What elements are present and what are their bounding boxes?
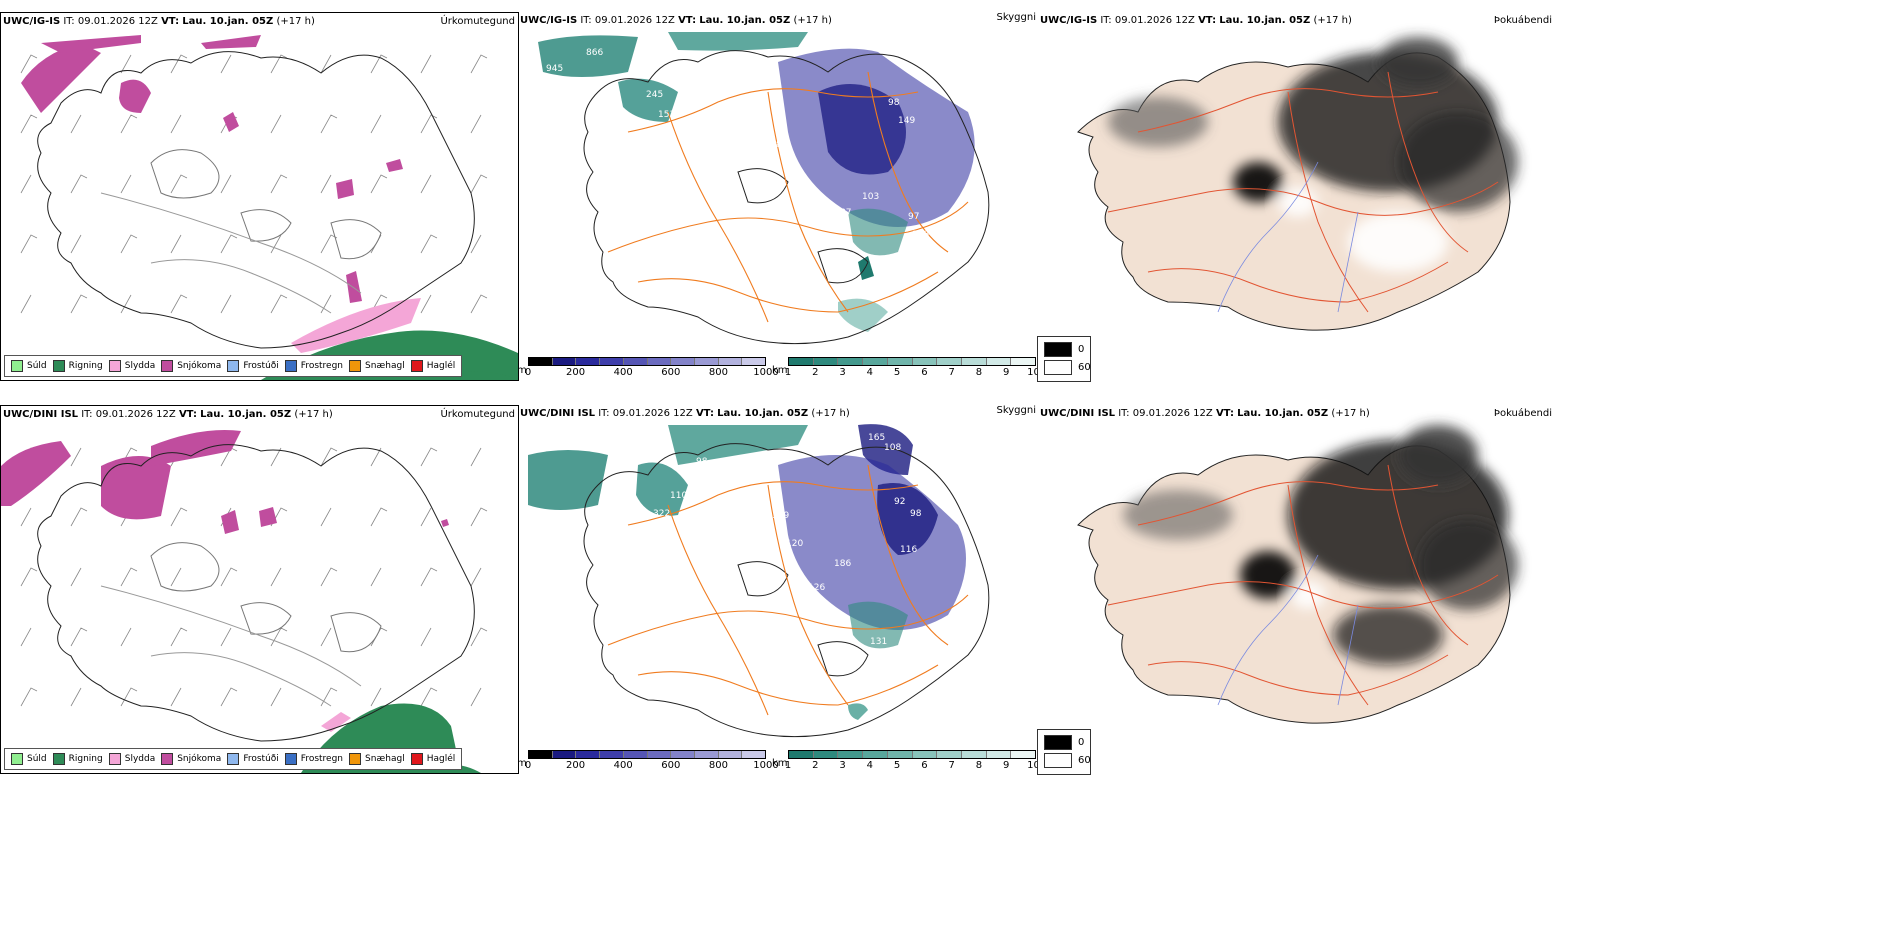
panel-title: Skyggni <box>996 405 1036 416</box>
colorbar-cells <box>788 750 1036 759</box>
iceland-outline <box>37 444 475 742</box>
legend-swatch <box>161 360 174 372</box>
precip-type-map-row2: UWC/DINI ISL IT: 09.01.2026 12Z VT: Lau.… <box>0 405 519 774</box>
precip-map-canvas <box>1 430 488 773</box>
legend-item: Snæhagl <box>349 753 405 765</box>
panel-title: Þokuábendi <box>1493 408 1552 419</box>
colorbar-ticks: 1 2 3 4 5 6 7 8 9 10 <box>784 367 1038 378</box>
panel-header: UWC/IG-IS IT: 09.01.2026 12Z VT: Lau. 10… <box>3 16 315 27</box>
legend-item: Snæhagl <box>349 360 405 372</box>
iceland-outline <box>583 443 990 738</box>
visibility-colorbar-km: 1 2 3 4 5 6 7 8 9 10 km <box>772 357 1038 379</box>
colorbar-cells <box>528 357 766 366</box>
visibility-fields <box>538 32 975 332</box>
precip-areas <box>1 430 481 773</box>
legend-item: Frostregn <box>284 360 343 372</box>
colorbar-unit: m <box>518 365 527 376</box>
precip-map-canvas <box>20 35 518 380</box>
visibility-colorbar-m: 0 200 400 600 800 1000 m <box>518 750 779 772</box>
legend-swatch <box>284 753 297 765</box>
legend-swatch <box>410 360 423 372</box>
legend-swatch <box>349 360 362 372</box>
panel-header: UWC/IG-IS IT: 09.01.2026 12Z VT: Lau. 10… <box>520 15 832 26</box>
roads <box>1107 71 1499 313</box>
colorbar-unit: km <box>772 365 788 376</box>
colorbar-unit: m <box>518 758 527 769</box>
legend-item: Haglél <box>410 360 455 372</box>
legend-swatch <box>284 360 297 372</box>
panel-title: Úrkomutegund <box>440 16 515 27</box>
legend-swatch <box>11 753 23 765</box>
panel-title: Þokuábendi <box>1493 15 1552 26</box>
legend-item: Súld <box>11 753 47 765</box>
panel-header: UWC/DINI ISL IT: 09.01.2026 12Z VT: Lau.… <box>3 409 333 420</box>
panel-header: UWC/DINI ISL IT: 09.01.2026 12Z VT: Lau.… <box>1040 408 1370 419</box>
rivers <box>1217 161 1359 313</box>
legend-swatch <box>52 360 65 372</box>
legend-item: Snjókoma <box>161 360 221 372</box>
panel-title: Skyggni <box>996 12 1036 23</box>
legend-item: Slydda <box>108 360 155 372</box>
precip-type-legend: Súld Rigning Slydda Snjókoma Frostúði Fr… <box>4 355 463 377</box>
colorbar-ticks: 0 200 400 600 800 1000 <box>524 760 779 771</box>
fog-key-item: 0 <box>1044 342 1084 357</box>
visibility-colorbar-m: 0 200 400 600 800 1000 m <box>518 357 779 379</box>
panel-title: Úrkomutegund <box>440 409 515 420</box>
legend-swatch <box>108 753 121 765</box>
fog-key-item: 0 <box>1044 735 1084 750</box>
legend-item: Slydda <box>108 753 155 765</box>
roads <box>607 71 969 323</box>
legend-item: Rigning <box>52 753 103 765</box>
colorbar-cells <box>788 357 1036 366</box>
iceland-outline <box>37 51 475 349</box>
legend-item: Frostregn <box>284 753 343 765</box>
visibility-fields <box>528 424 966 720</box>
fog-map-canvas <box>1077 37 1518 331</box>
legend-item: Súld <box>11 360 47 372</box>
legend-swatch <box>349 753 362 765</box>
precip-type-map-row1: UWC/IG-IS IT: 09.01.2026 12Z VT: Lau. 10… <box>0 12 519 381</box>
precip-areas <box>21 35 518 380</box>
colorbar-ticks: 1 2 3 4 5 6 7 8 9 10 <box>784 760 1038 771</box>
visibility-map-canvas <box>528 424 990 738</box>
fog-key-item: 60 <box>1044 753 1091 768</box>
panel-header: UWC/DINI ISL IT: 09.01.2026 12Z VT: Lau.… <box>520 408 850 419</box>
legend-item: Frostúði <box>227 360 279 372</box>
fog-key-item: 60 <box>1044 360 1091 375</box>
fog-key-row1: 0 60 <box>1037 336 1091 382</box>
visibility-map-row2: UWC/DINI ISL IT: 09.01.2026 12Z VT: Lau.… <box>518 405 1038 772</box>
legend-swatch <box>161 753 174 765</box>
legend-item: Rigning <box>52 360 103 372</box>
legend-swatch <box>11 360 23 372</box>
colorbar-cells <box>528 750 766 759</box>
iceland-outline <box>583 50 990 345</box>
rivers <box>1217 554 1359 706</box>
visibility-map-row1: UWC/IG-IS IT: 09.01.2026 12Z VT: Lau. 10… <box>518 12 1038 379</box>
colorbar-ticks: 0 200 400 600 800 1000 <box>524 367 779 378</box>
colorbar-unit: km <box>772 758 788 769</box>
legend-swatch <box>52 753 65 765</box>
fog-map-canvas <box>1077 425 1518 724</box>
legend-swatch <box>227 360 240 372</box>
fog-index-map-row2: UWC/DINI ISL IT: 09.01.2026 12Z VT: Lau.… <box>1038 405 1554 725</box>
legend-item: Snjókoma <box>161 753 221 765</box>
visibility-map-canvas <box>538 32 990 345</box>
fog-shading <box>1108 37 1518 272</box>
legend-swatch <box>108 360 121 372</box>
roads <box>607 464 969 716</box>
panel-header: UWC/IG-IS IT: 09.01.2026 12Z VT: Lau. 10… <box>1040 15 1352 26</box>
fog-index-map-row1: UWC/IG-IS IT: 09.01.2026 12Z VT: Lau. 10… <box>1038 12 1554 332</box>
roads <box>1107 464 1499 706</box>
legend-swatch <box>227 753 240 765</box>
legend-swatch <box>410 753 423 765</box>
visibility-colorbar-km: 1 2 3 4 5 6 7 8 9 10 km <box>772 750 1038 772</box>
legend-item: Haglél <box>410 753 455 765</box>
legend-item: Frostúði <box>227 753 279 765</box>
precip-type-legend: Súld Rigning Slydda Snjókoma Frostúði Fr… <box>4 748 463 770</box>
fog-key-row2: 0 60 <box>1037 729 1091 775</box>
